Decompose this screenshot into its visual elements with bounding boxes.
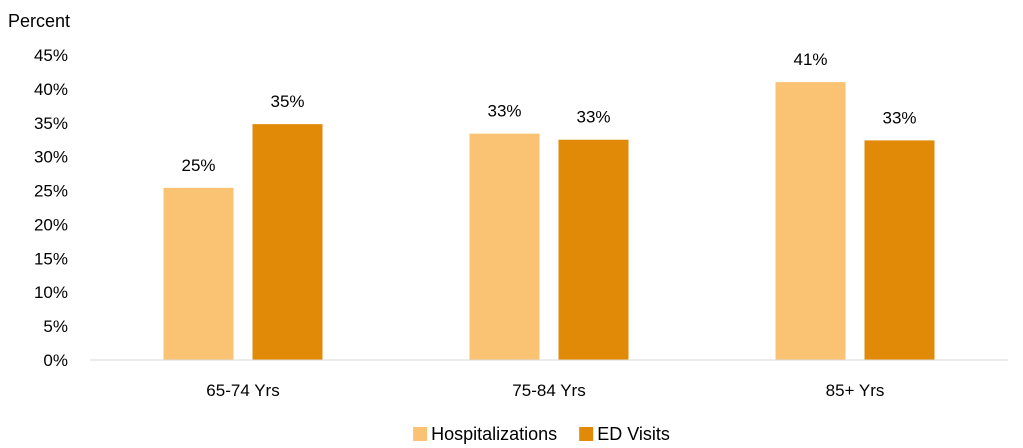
legend-label: ED Visits	[597, 424, 670, 444]
bar-ed-visits	[252, 124, 323, 360]
y-tick-label: 10%	[34, 283, 68, 302]
x-axis-category-labels: 65-74 Yrs 75-84 Yrs 85+ Yrs	[206, 381, 884, 400]
x-category-label: 75-84 Yrs	[512, 381, 585, 400]
legend-item: Hospitalizations	[413, 424, 557, 444]
y-tick-label: 20%	[34, 215, 68, 234]
legend-swatch	[579, 427, 594, 441]
y-tick-label: 40%	[34, 80, 68, 99]
data-label: 25%	[181, 156, 215, 175]
data-label: 41%	[793, 50, 827, 69]
legend-item: ED Visits	[579, 424, 670, 444]
legend-label: Hospitalizations	[431, 424, 557, 444]
data-label: 33%	[576, 108, 610, 127]
data-labels: 25% 35% 33% 33% 41% 33%	[181, 50, 916, 175]
y-tick-label: 45%	[34, 46, 68, 65]
bar-hospitalizations	[775, 82, 846, 360]
y-axis-title: Percent	[8, 11, 70, 31]
bar-hospitalizations	[469, 133, 540, 360]
y-tick-label: 5%	[43, 317, 68, 336]
legend: Hospitalizations ED Visits	[413, 424, 670, 444]
x-category-label: 85+ Yrs	[826, 381, 885, 400]
legend-swatch	[413, 427, 428, 441]
bars	[163, 82, 935, 360]
bar-hospitalizations	[163, 187, 234, 360]
data-label: 33%	[487, 102, 521, 121]
y-tick-label: 25%	[34, 182, 68, 201]
y-tick-label: 15%	[34, 249, 68, 268]
bar-ed-visits	[864, 140, 935, 360]
x-category-label: 65-74 Yrs	[206, 381, 279, 400]
y-tick-label: 35%	[34, 114, 68, 133]
y-axis-ticks: 0% 5% 10% 15% 20% 25% 30% 35% 40% 45%	[34, 46, 68, 370]
y-tick-label: 0%	[43, 351, 68, 370]
y-tick-label: 30%	[34, 148, 68, 167]
bar-ed-visits	[558, 139, 629, 360]
data-label: 33%	[882, 108, 916, 127]
data-label: 35%	[270, 92, 304, 111]
